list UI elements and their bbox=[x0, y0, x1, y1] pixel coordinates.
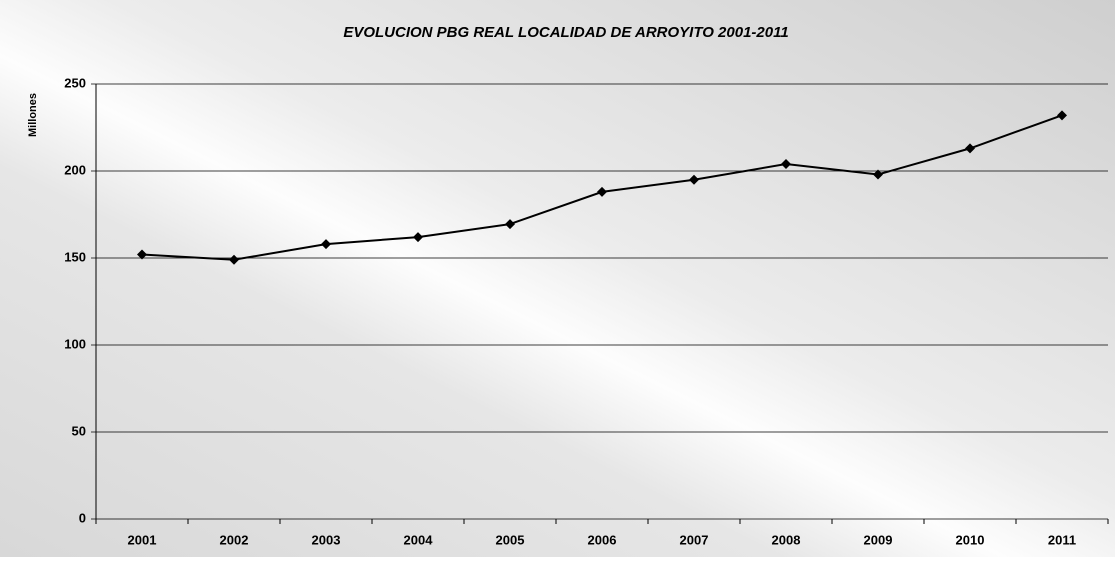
y-tick-label: 50 bbox=[72, 423, 86, 438]
marker bbox=[965, 143, 975, 154]
marker bbox=[137, 249, 147, 260]
x-tick-label: 2007 bbox=[680, 532, 709, 547]
marker bbox=[413, 232, 423, 243]
y-axis-label: Millones bbox=[27, 93, 39, 137]
marker bbox=[689, 174, 699, 185]
y-tick-label: 0 bbox=[79, 510, 86, 525]
y-tick-label: 100 bbox=[64, 336, 86, 351]
marker bbox=[505, 219, 515, 230]
chart-title: EVOLUCION PBG REAL LOCALIDAD DE ARROYITO… bbox=[343, 24, 788, 41]
x-tick-label: 2004 bbox=[404, 532, 434, 547]
y-tick-label: 200 bbox=[64, 162, 86, 177]
marker bbox=[597, 186, 607, 197]
x-tick-label: 2011 bbox=[1048, 532, 1076, 547]
x-tick-label: 2001 bbox=[128, 532, 157, 547]
x-tick-label: 2002 bbox=[220, 532, 249, 547]
marker bbox=[321, 239, 331, 250]
x-tick-label: 2008 bbox=[772, 532, 801, 547]
marker bbox=[781, 159, 791, 170]
x-tick-label: 2006 bbox=[588, 532, 617, 547]
marker bbox=[229, 254, 239, 265]
x-tick-label: 2009 bbox=[864, 532, 893, 547]
x-tick-label: 2010 bbox=[956, 532, 985, 547]
x-tick-label: 2003 bbox=[312, 532, 341, 547]
marker bbox=[873, 169, 883, 180]
y-tick-label: 150 bbox=[64, 249, 86, 264]
y-tick-label: 250 bbox=[64, 75, 86, 90]
x-tick-label: 2005 bbox=[496, 532, 525, 547]
marker bbox=[1057, 110, 1067, 121]
